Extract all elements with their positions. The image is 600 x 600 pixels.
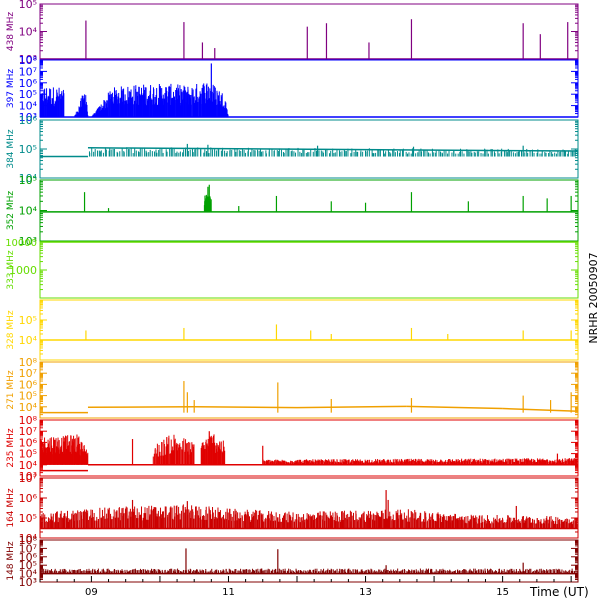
- tick-label: 10⁴: [19, 568, 38, 581]
- panel-frame: [39, 241, 579, 299]
- tick-label: 10⁵: [19, 512, 37, 525]
- series-name: 384 MHz: [6, 129, 16, 169]
- series-line: [502, 407, 579, 413]
- series-line: [406, 405, 503, 410]
- tick-label: 10⁸: [19, 414, 38, 427]
- tick-label: 10⁵: [19, 143, 37, 156]
- tick-label: 10000: [5, 238, 37, 249]
- tick-label: 10⁶: [19, 378, 38, 391]
- tick-label: 10³: [19, 235, 37, 248]
- panel-ticks: [40, 119, 578, 179]
- tick-label: 10⁴: [19, 459, 38, 472]
- series-line: [194, 406, 298, 409]
- burst-region: [39, 568, 579, 574]
- tick-label: 10⁷: [19, 542, 37, 555]
- panel-ticks: [40, 361, 578, 419]
- panel-ticks: [40, 299, 578, 361]
- series-name: 164 MHz: [6, 488, 16, 528]
- tick-label: 10³: [19, 470, 37, 483]
- tick-label: 10⁴: [19, 205, 38, 218]
- tick-label: 10⁴: [19, 26, 38, 39]
- series-name: 333 MHz: [6, 250, 16, 290]
- burst-region: [39, 83, 229, 117]
- tick-label: 10⁵: [19, 88, 37, 101]
- panel-frame: [39, 179, 579, 242]
- tick-label: 10³: [19, 53, 37, 66]
- series-name: 328 MHz: [6, 310, 16, 350]
- x-tick-label: 15: [496, 587, 509, 598]
- tick-label: 10⁴: [19, 100, 38, 113]
- series-line: [296, 405, 407, 409]
- tick-label: 10³: [19, 111, 37, 124]
- tick-label: 10⁴: [19, 401, 38, 414]
- x-axis-label: Time (UT): [529, 585, 589, 599]
- burst-region: [88, 147, 579, 157]
- tick-label: 10⁴: [19, 334, 38, 347]
- tick-label: 10⁵: [19, 174, 37, 187]
- series-name: 397 MHz: [6, 69, 16, 109]
- panel-ticks: [40, 539, 578, 583]
- panel-ticks: [40, 179, 578, 242]
- series-name: 235 MHz: [6, 428, 16, 468]
- panel-frame: [39, 419, 579, 477]
- tick-label: 10⁶: [19, 77, 38, 90]
- tick-label: 10⁵: [19, 314, 37, 327]
- tick-label: 10³: [19, 576, 37, 589]
- tick-label: 10⁵: [19, 390, 37, 403]
- series-name: 148 MHz: [6, 541, 16, 581]
- panel-frame: [39, 3, 579, 60]
- tick-label: 10⁷: [19, 472, 37, 485]
- tick-label: 10⁸: [19, 534, 38, 547]
- tick-label: 10⁶: [19, 436, 38, 449]
- tick-label: 10⁴: [19, 532, 38, 545]
- burst-region: [200, 434, 226, 465]
- tick-label: 10⁵: [19, 0, 37, 11]
- tick-label: 10⁷: [19, 367, 37, 380]
- burst-region: [262, 458, 579, 465]
- tick-label: 10⁸: [19, 54, 38, 67]
- series-name: 352 MHz: [6, 191, 16, 231]
- tick-label: 10⁷: [19, 425, 37, 438]
- tick-label: 1000: [9, 264, 37, 277]
- panel-ticks: [40, 241, 578, 299]
- panel-ticks: [40, 59, 578, 118]
- series-name: 438 MHz: [6, 12, 16, 52]
- panel-frame: [39, 539, 579, 583]
- panel-frame: [39, 361, 579, 419]
- tick-label: 10⁸: [19, 356, 38, 369]
- side-label: NRHR 20050907: [587, 252, 600, 343]
- panel-ticks: [40, 419, 578, 477]
- tick-label: 10⁶: [19, 492, 38, 505]
- series-name: 271 MHz: [6, 370, 16, 410]
- panel-ticks: [40, 3, 578, 60]
- burst-region: [39, 434, 89, 465]
- panel-frame: [39, 299, 579, 361]
- tick-label: 10⁴: [19, 172, 38, 185]
- burst-region: [40, 504, 579, 529]
- series-line: [87, 406, 195, 409]
- burst-region: [152, 434, 195, 465]
- tick-label: 10⁵: [19, 559, 37, 572]
- x-tick-label: 11: [222, 587, 235, 598]
- x-tick-label: 13: [359, 587, 372, 598]
- tick-label: 10⁷: [19, 65, 37, 78]
- tick-label: 10⁶: [19, 114, 38, 127]
- x-tick-label: 09: [85, 587, 98, 598]
- tick-label: 10⁶: [19, 551, 38, 564]
- tick-label: 10⁵: [19, 448, 37, 461]
- x-axis: 09 11 13 15: [39, 576, 572, 598]
